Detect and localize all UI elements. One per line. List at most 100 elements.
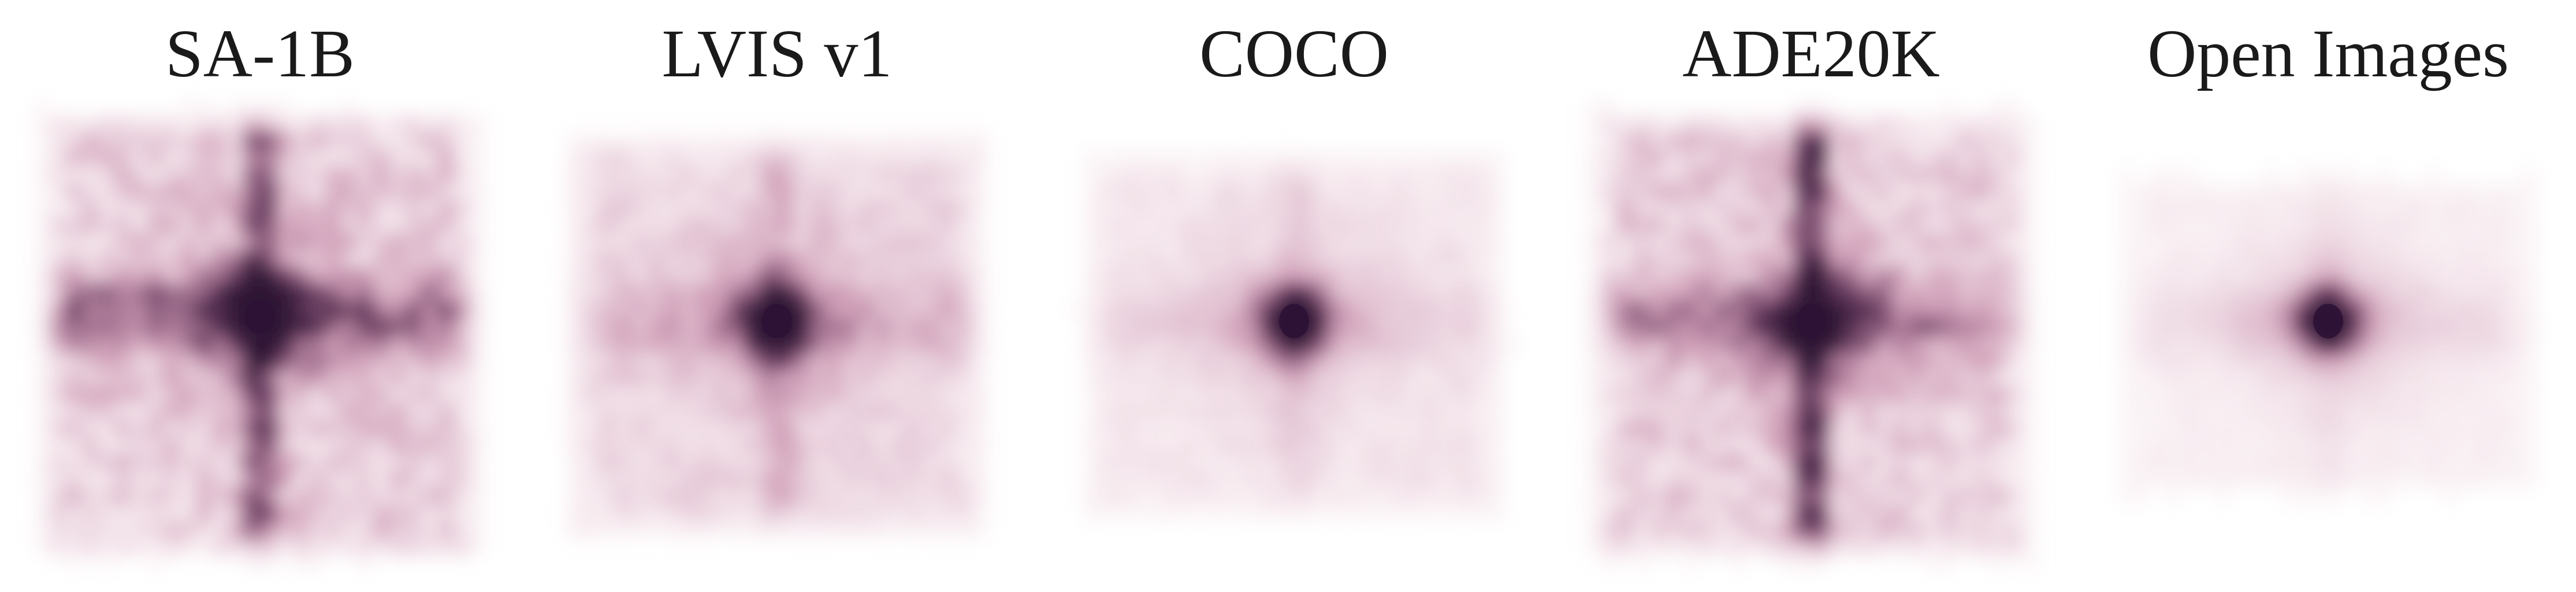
heatmap-cell (1633, 420, 1650, 438)
heatmap-cell (1989, 132, 2006, 150)
heatmap-cell (2522, 166, 2539, 184)
heatmap-cell (114, 267, 131, 285)
heatmap-cell (971, 234, 988, 251)
heatmap-cell (244, 234, 261, 251)
heatmap-cell (680, 436, 697, 454)
heatmap-cell (2296, 267, 2313, 285)
heatmap-cell (2150, 352, 2167, 370)
heatmap-cell (260, 352, 277, 370)
heatmap-cell (2183, 250, 2199, 268)
heatmap-cell (2005, 183, 2022, 201)
heatmap-cell (2215, 234, 2232, 251)
heatmap-cell (2021, 301, 2038, 319)
heatmap-cell (1585, 454, 1601, 471)
heatmap-cell (454, 234, 471, 251)
heatmap-cell (1649, 504, 1666, 522)
heatmap-cell (1779, 284, 1796, 302)
heatmap-cell (1989, 318, 2006, 336)
heatmap-cell (923, 318, 939, 336)
heatmap-cell (1375, 369, 1392, 387)
heatmap-cell (1649, 538, 1666, 556)
heatmap-cell (373, 504, 390, 522)
heatmap-cell (971, 386, 988, 404)
heatmap-lvis-v1 (534, 98, 1020, 572)
heatmap-cell (923, 454, 939, 471)
heatmap-cell (1779, 403, 1796, 421)
heatmap-cell (1181, 403, 1198, 421)
heatmap-cell (292, 217, 309, 234)
heatmap-cell (2183, 369, 2199, 387)
heatmap-cell (1763, 369, 1779, 387)
heatmap-cell (325, 352, 341, 370)
heatmap-cell (1795, 115, 1812, 133)
heatmap-cell (341, 250, 358, 268)
heatmap-cell (890, 521, 907, 539)
heatmap-cell (680, 183, 697, 201)
heatmap-cell (82, 267, 99, 285)
heatmap-cell (2490, 335, 2507, 353)
heatmap-cell (955, 183, 972, 201)
heatmap-cell (890, 352, 907, 370)
heatmap-cell (1343, 403, 1359, 421)
heatmap-cell (1391, 420, 1408, 438)
heatmap-cell (648, 369, 664, 387)
heatmap-cell (1811, 454, 1828, 471)
heatmap-cell (745, 267, 761, 285)
heatmap-cell (858, 369, 875, 387)
heatmap-cell (1892, 166, 1909, 184)
heatmap-cell (1941, 538, 1957, 556)
heatmap-cell (1795, 98, 1812, 116)
heatmap-cell (2183, 217, 2199, 234)
heatmap-cell (454, 335, 471, 353)
heatmap-cell (906, 183, 923, 201)
heatmap-cell (728, 386, 745, 404)
heatmap-cell (1730, 471, 1747, 489)
heatmap-cell (712, 471, 729, 489)
heatmap-cell (357, 369, 374, 387)
heatmap-cell (1294, 183, 1311, 201)
heatmap-cell (1682, 538, 1698, 556)
heatmap-cell (2474, 250, 2490, 268)
heatmap-cell (890, 386, 907, 404)
heatmap-cell (1714, 538, 1731, 556)
heatmap-cell (373, 250, 390, 268)
heatmap-cell (1440, 250, 1456, 268)
heatmap-cell (1649, 217, 1666, 234)
heatmap-cell (1617, 487, 1634, 505)
heatmap-cell (1213, 335, 1230, 353)
heatmap-cell (2361, 250, 2377, 268)
heatmap-cell (648, 250, 664, 268)
heatmap-cell (1472, 420, 1489, 438)
heatmap-cell (1892, 301, 1909, 319)
heatmap-cell (615, 335, 632, 353)
heatmap-cell (1957, 318, 1973, 336)
heatmap-cell (1116, 471, 1133, 489)
heatmap-cell (406, 284, 422, 302)
heatmap-cell (858, 420, 875, 438)
heatmap-cell (1633, 403, 1650, 421)
heatmap-cell (211, 521, 228, 539)
heatmap-cell (1423, 352, 1440, 370)
heatmap-cell (1100, 335, 1117, 353)
heatmap-cell (1310, 234, 1327, 251)
heatmap-cell (1876, 538, 1893, 556)
heatmap-cell (1197, 183, 1214, 201)
heatmap-cell (1456, 403, 1473, 421)
heatmap-cell (1246, 166, 1262, 184)
heatmap-cell (1973, 217, 1990, 234)
heatmap-cell (357, 199, 374, 217)
heatmap-cell (1229, 199, 1246, 217)
heatmap-cell (567, 454, 583, 471)
heatmap-cell (2005, 352, 2022, 370)
heatmap-cell (470, 115, 487, 133)
heatmap-cell (454, 436, 471, 454)
heatmap-cell (696, 335, 713, 353)
heatmap-cell (389, 454, 406, 471)
heatmap-cell (1213, 369, 1230, 387)
heatmap-cell (1649, 487, 1666, 505)
heatmap-cell (1116, 352, 1133, 370)
heatmap-cell (1876, 403, 1893, 421)
heatmap-cell (292, 454, 309, 471)
heatmap-cell (858, 250, 875, 268)
heatmap-cell (406, 521, 422, 539)
